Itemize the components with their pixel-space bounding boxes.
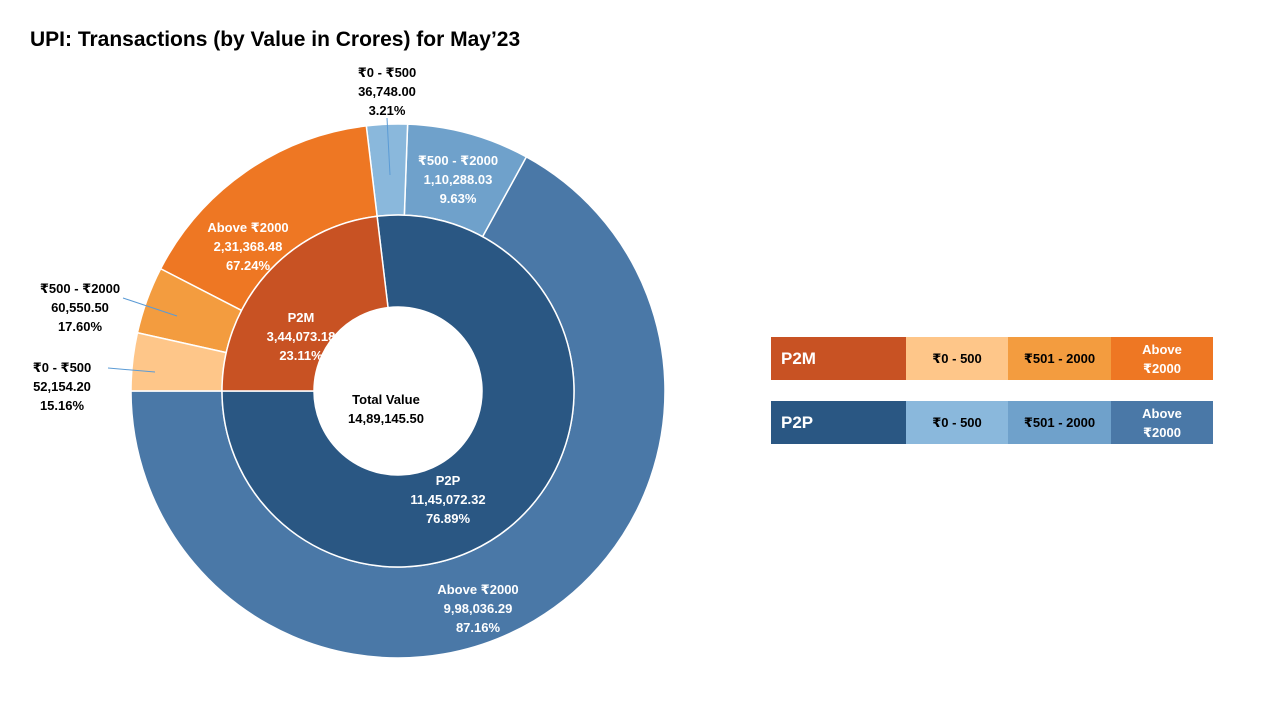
legend-p2p-name: P2P: [771, 401, 906, 444]
inner-label-p2p: P2P 11,45,072.32 76.89%: [410, 473, 485, 526]
leader-line-p2m-500-2000: [122, 297, 178, 317]
legend-row-p2m: P2M ₹0 - 500 ₹501 - 2000 Above ₹2000: [771, 337, 1213, 380]
outer-ring: [130, 123, 666, 659]
legend-p2p-0-500: ₹0 - 500: [906, 401, 1008, 444]
legend-p2m-501-2000: ₹501 - 2000: [1008, 337, 1111, 380]
legend-p2m-above-line1: Above: [1142, 341, 1182, 357]
segment-labels: P2P 11,45,072.32 76.89% Above ₹2000 9,98,036…: [33, 65, 519, 635]
legend-p2p-above-2000: Above ₹2000: [1111, 401, 1213, 444]
legend-p2p-above-line1: Above: [1142, 405, 1182, 421]
legend-p2p-501-2000: ₹501 - 2000: [1008, 401, 1111, 444]
leader-lines: [107, 117, 391, 373]
legend-p2p-above-line2: ₹2000: [1143, 424, 1181, 440]
outer-label-p2m-500-2000: ₹500 - ₹2000 60,550.50 17.60%: [40, 281, 120, 334]
outer-label-p2p-500-2000: ₹500 - ₹2000 1,10,288.03 9.63%: [418, 153, 498, 206]
chart-title: UPI: Transactions (by Value in Crores) f…: [30, 28, 521, 51]
legend-row-p2p: P2P ₹0 - 500 ₹501 - 2000 Above ₹2000: [771, 401, 1213, 444]
sunburst-chart: P2P 11,45,072.32 76.89% Above ₹2000 9,98,036…: [33, 65, 666, 659]
leader-line-p2p-0-500: [386, 117, 391, 176]
center-hole: [314, 307, 482, 475]
legend-p2m-above-line2: ₹2000: [1143, 360, 1181, 376]
outer-label-p2m-0-500: ₹0 - ₹500 52,154.20 15.16%: [33, 360, 92, 413]
center-value: 14,89,145.50: [348, 411, 424, 426]
inner-label-p2m: P2M 3,44,073.18 23.11%: [267, 310, 336, 363]
center-label: Total Value: [352, 392, 420, 407]
outer-label-p2p-0-500: ₹0 - ₹500 36,748.00 3.21%: [358, 65, 417, 118]
leader-line-p2m-0-500: [107, 367, 156, 373]
outer-label-p2m-above-2000: Above ₹2000 2,31,368.48 67.24%: [207, 220, 288, 273]
legend-p2m-above-2000: Above ₹2000: [1111, 337, 1213, 380]
legend-p2m-name: P2M: [771, 337, 906, 380]
outer-label-p2p-above-2000: Above ₹2000 9,98,036.29 87.16%: [437, 582, 518, 635]
legend-p2m-0-500: ₹0 - 500: [906, 337, 1008, 380]
